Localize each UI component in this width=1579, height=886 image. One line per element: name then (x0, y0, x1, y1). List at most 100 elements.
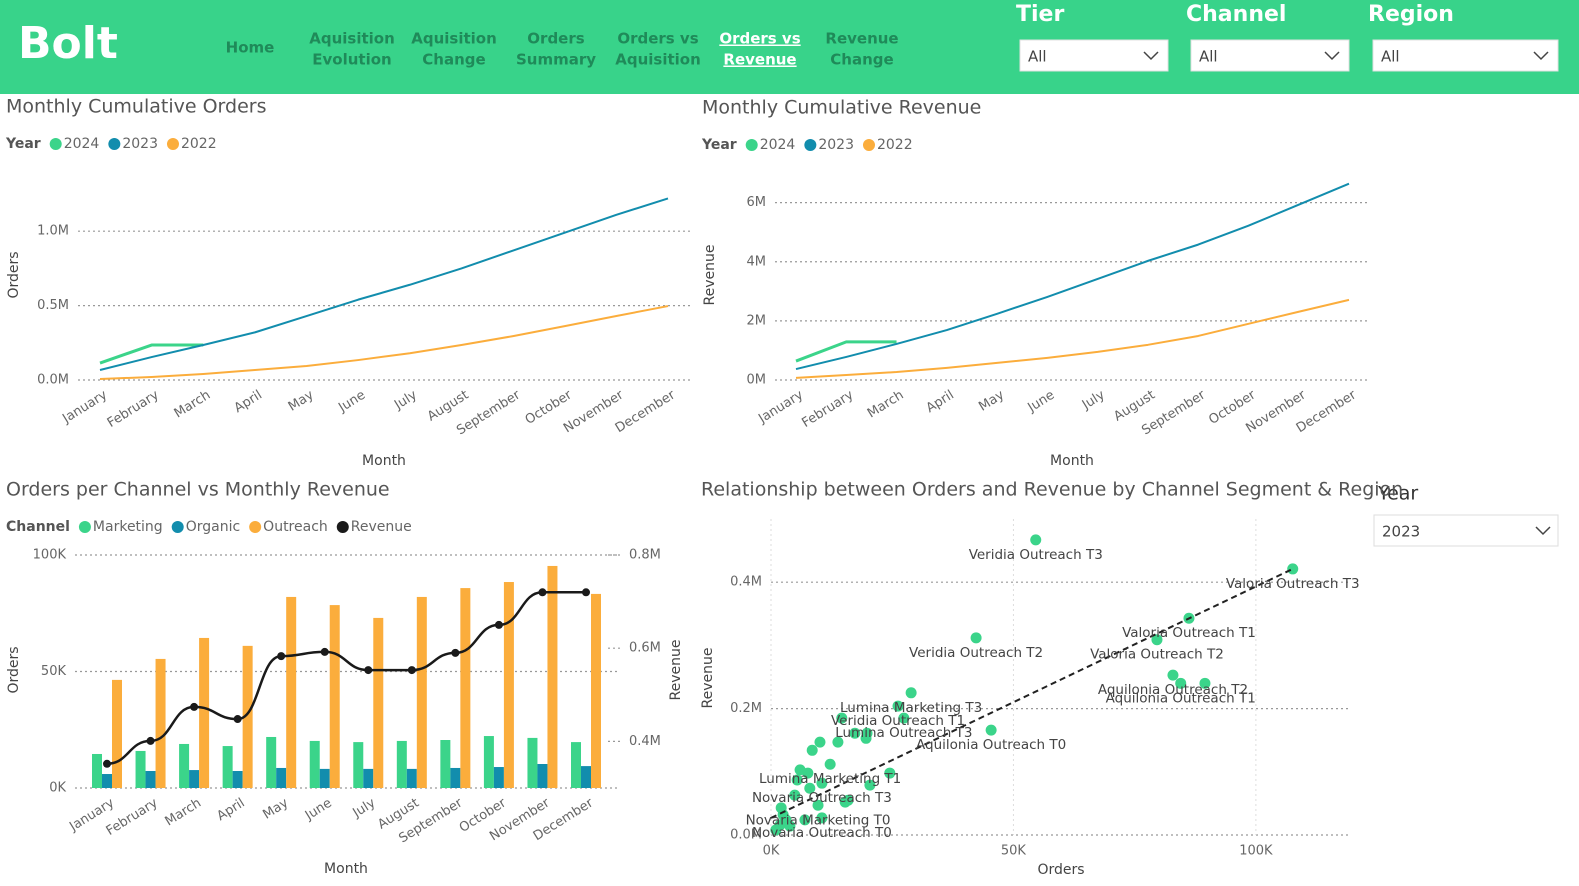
legend-title: Year (5, 136, 41, 152)
revenue-marker (277, 652, 286, 661)
chart-title: Relationship between Orders and Revenue … (701, 479, 1403, 501)
revenue-marker (190, 702, 199, 711)
nav-item[interactable]: Home (226, 39, 275, 57)
trend-line (770, 568, 1294, 819)
nav-item[interactable]: Orders vs (719, 30, 800, 48)
x-axis-label: Month (362, 453, 406, 469)
series-line (795, 340, 897, 363)
y-tick-label: 100K (33, 548, 67, 563)
legend-label: 2023 (122, 136, 158, 152)
logo[interactable]: Bolt (18, 18, 118, 69)
bar (276, 767, 287, 788)
chevron (1143, 51, 1159, 61)
nav-item[interactable]: Summary (516, 51, 596, 69)
revenue-line (106, 591, 586, 766)
revenue-marker (103, 759, 111, 768)
series-line (99, 197, 669, 371)
filter-dropdown[interactable] (1019, 39, 1169, 72)
x-tick-label: 0K (763, 844, 780, 859)
x-tick-label: January (59, 387, 110, 427)
legend-label: 2022 (181, 136, 217, 152)
bar (242, 645, 253, 788)
nav-item[interactable]: Aquisition (615, 51, 701, 69)
y-tick-label: 1.0M (37, 224, 69, 239)
nav-item[interactable]: Orders vs (617, 30, 698, 48)
bar (329, 605, 340, 788)
x-tick-label: February (105, 387, 162, 430)
y-tick-label: 0.0M (37, 373, 69, 388)
scatter-point (970, 632, 982, 644)
chevron (1533, 51, 1549, 61)
y-axis-label: Orders (6, 646, 22, 693)
bar (353, 742, 364, 788)
x-tick-label: May (976, 387, 1007, 414)
bar (92, 753, 102, 788)
revenue-marker (407, 666, 416, 675)
scatter-point (849, 727, 861, 739)
y-tick-label: 0.2M (730, 701, 762, 716)
bar (396, 740, 407, 788)
filter-value: All (1199, 48, 1218, 66)
scatter-point (1175, 677, 1187, 689)
legend-marker (745, 139, 758, 151)
scatter-point (812, 799, 824, 811)
legend-label: 2022 (877, 137, 913, 153)
nav-item[interactable]: Change (830, 51, 893, 69)
bar (102, 774, 112, 788)
scatter-point (784, 820, 796, 832)
revenue-marker (146, 736, 155, 745)
point-label: Novaria Outreach T0 (752, 825, 892, 841)
x-axis-label: Month (1050, 453, 1094, 469)
nav-item[interactable]: Aquisition (411, 30, 497, 48)
filter-label: Channel (1186, 2, 1286, 27)
bar (232, 770, 243, 788)
series-line (99, 305, 669, 380)
nav-item[interactable]: Revenue (723, 51, 796, 69)
legend-marker (862, 139, 875, 151)
filter-label: Tier (1016, 2, 1064, 27)
nav-item[interactable]: Revenue (825, 30, 898, 48)
point-label: Aquilonia Outreach T1 (1106, 690, 1256, 706)
scatter-point (1151, 634, 1163, 646)
bar (189, 770, 200, 788)
y-tick-label: 0.5M (37, 298, 69, 313)
series-line (795, 298, 1350, 379)
nav-item[interactable]: Evolution (312, 51, 391, 69)
point-label: Lumina Marketing T3 (840, 700, 982, 716)
y-tick-label: 0.0M (730, 828, 762, 843)
nav-item[interactable]: Change (422, 51, 485, 69)
legend-label: Marketing (93, 519, 163, 535)
x-tick-label: 100K (1239, 844, 1273, 859)
bar (591, 593, 601, 788)
legend-marker (171, 521, 184, 533)
revenue-marker (320, 647, 329, 656)
scatter-point (892, 700, 904, 712)
bar (135, 750, 146, 788)
nav-item[interactable]: Orders (527, 30, 584, 48)
legend-label: 2023 (818, 137, 854, 153)
nav-item[interactable]: Aquisition (309, 30, 395, 48)
slicer-label: Year (1377, 483, 1418, 505)
filter-value: All (1381, 48, 1400, 66)
y-tick-label: 2M (747, 313, 767, 328)
legend-marker (49, 138, 62, 150)
legend-label: Organic (186, 519, 240, 535)
filter-dropdown[interactable] (1372, 39, 1559, 72)
point-label: Lumina Outreach T3 (835, 725, 972, 741)
legend-marker (336, 521, 349, 533)
series-line (795, 182, 1350, 371)
bar (179, 743, 190, 788)
slicer-dropdown[interactable] (1373, 514, 1559, 547)
y-axis-label: Orders (6, 251, 22, 298)
x-tick-label: May (286, 387, 317, 414)
legend-label: Revenue (351, 519, 412, 535)
bar (373, 617, 384, 788)
scatter-point (814, 736, 826, 748)
filter-dropdown[interactable] (1190, 39, 1350, 72)
bar (416, 596, 427, 788)
filter-value: All (1028, 48, 1047, 66)
y-tick-label: 6M (747, 195, 767, 210)
scatter-point (816, 777, 828, 789)
scatter-point (905, 687, 917, 699)
scatter-point (985, 724, 997, 736)
